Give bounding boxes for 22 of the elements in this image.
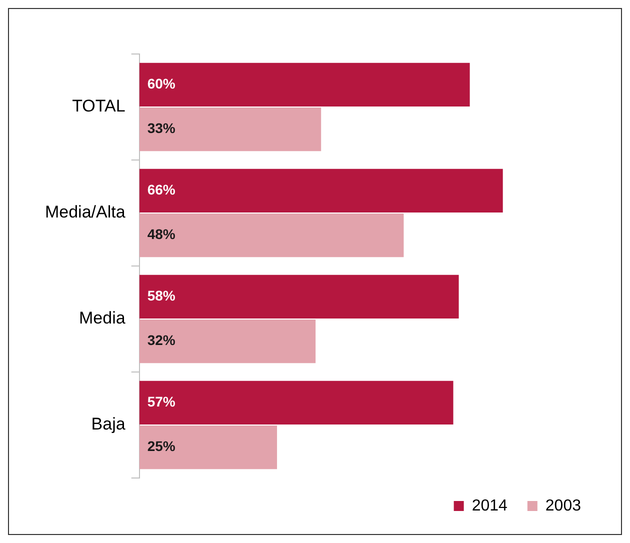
bar <box>139 107 322 152</box>
data-label: 66% <box>147 182 176 198</box>
legend-label: 2014 <box>472 497 508 514</box>
data-label: 25% <box>147 438 176 454</box>
bar <box>139 168 503 213</box>
y-tick-label: Media/Alta <box>44 202 126 222</box>
data-label: 57% <box>147 394 176 410</box>
bar <box>139 62 470 107</box>
y-tick-label: TOTAL <box>72 96 126 116</box>
data-label: 32% <box>147 332 176 348</box>
bar <box>139 380 454 425</box>
y-tick-label: Media <box>79 308 126 328</box>
legend-label: 2003 <box>545 497 582 514</box>
y-tick-label: Baja <box>91 414 126 434</box>
bar <box>139 274 459 319</box>
data-label: 48% <box>147 226 176 242</box>
bar <box>139 319 316 364</box>
data-label: 33% <box>147 120 176 136</box>
data-label: 60% <box>147 76 176 92</box>
bar <box>139 213 404 258</box>
data-label: 58% <box>147 288 176 304</box>
bar <box>139 425 278 470</box>
